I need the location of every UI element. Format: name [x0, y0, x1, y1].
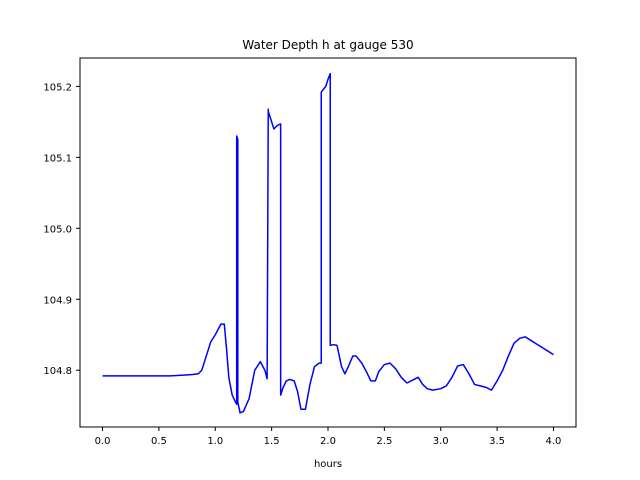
- y-tick-label: 104.8: [43, 366, 72, 377]
- x-tick-label: 2.0: [320, 436, 336, 447]
- y-tick-label: 105.0: [43, 224, 72, 235]
- x-axis: 0.0 0.5 1.0 1.5 2.0 2.5 3.0 3.5 4.0: [95, 427, 562, 447]
- x-tick-label: 1.0: [207, 436, 223, 447]
- plot-lines: [102, 72, 554, 414]
- series-line: [102, 72, 554, 414]
- y-tick-label: 104.9: [43, 295, 72, 306]
- x-tick-label: 4.0: [546, 436, 562, 447]
- x-tick-label: 0.0: [95, 436, 111, 447]
- y-tick-label: 105.1: [43, 153, 72, 164]
- x-tick-label: 2.5: [376, 436, 392, 447]
- x-tick-label: 3.5: [489, 436, 505, 447]
- x-tick-label: 1.5: [264, 436, 280, 447]
- chart-title: Water Depth h at gauge 530: [242, 38, 413, 52]
- x-axis-label: hours: [314, 459, 342, 470]
- y-axis: 104.8 104.9 105.0 105.1 105.2: [43, 82, 80, 377]
- x-tick-label: 3.0: [433, 436, 449, 447]
- x-tick-label: 0.5: [151, 436, 167, 447]
- y-tick-label: 105.2: [43, 82, 72, 93]
